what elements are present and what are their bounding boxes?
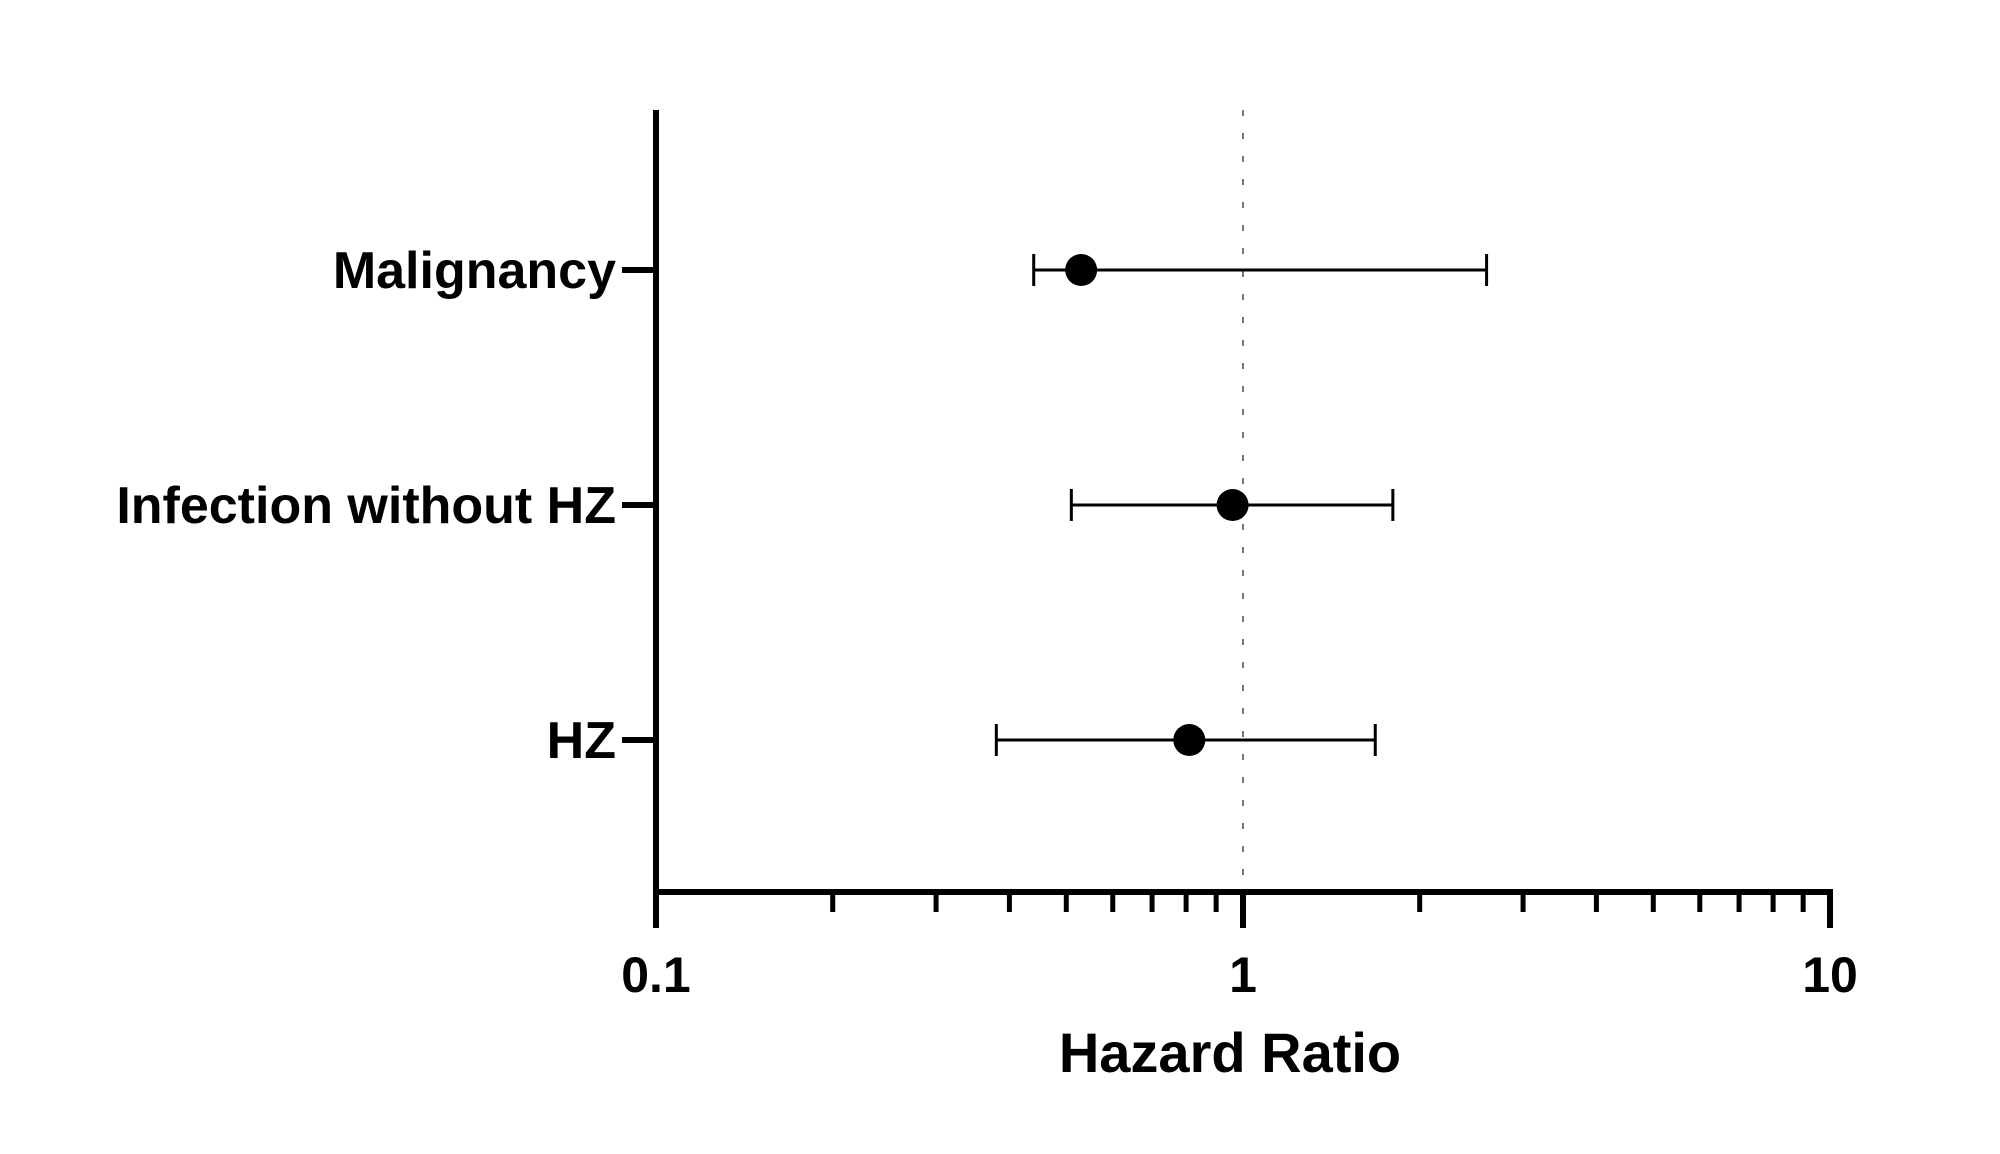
labels-group: 0.1 1 10 Malignancy Infection without HZ HZ xyxy=(116,242,1858,1003)
x-tick-label: 0.1 xyxy=(621,947,691,1003)
y-category-label: Malignancy xyxy=(333,242,616,300)
data-marks-group xyxy=(994,254,1489,756)
forest-row-mark xyxy=(994,724,1377,756)
x-axis-title: Hazard Ratio xyxy=(1059,1021,1401,1084)
x-tick-label: 1 xyxy=(1229,947,1257,1003)
axes-group xyxy=(622,110,1833,928)
forest-row-mark xyxy=(1032,254,1489,286)
forest-row-mark xyxy=(1069,489,1395,521)
point-estimate xyxy=(1173,724,1206,756)
point-estimate xyxy=(1065,254,1098,286)
point-estimate xyxy=(1216,489,1249,521)
x-tick-label: 10 xyxy=(1802,947,1858,1003)
y-category-label: Infection without HZ xyxy=(116,477,616,535)
y-category-label: HZ xyxy=(547,712,616,770)
